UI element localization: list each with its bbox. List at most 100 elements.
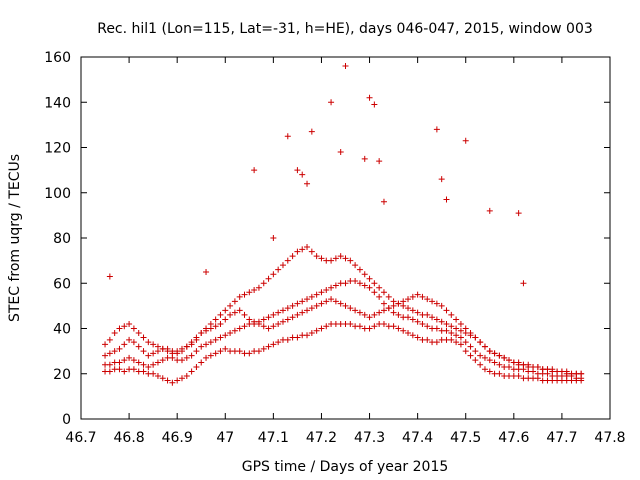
- data-point: [304, 296, 311, 303]
- data-point: [284, 316, 291, 323]
- data-point: [304, 180, 311, 187]
- data-point: [395, 311, 402, 318]
- data-point: [361, 311, 368, 318]
- data-point: [308, 305, 315, 312]
- data-point: [102, 341, 109, 348]
- x-tick-label: 46.8: [114, 430, 145, 446]
- data-point: [260, 280, 267, 287]
- data-point: [121, 368, 128, 375]
- data-point: [304, 244, 311, 251]
- data-point: [154, 348, 161, 355]
- data-point: [284, 133, 291, 140]
- data-point: [174, 377, 181, 384]
- data-point: [164, 345, 171, 352]
- data-point: [188, 368, 195, 375]
- data-point: [102, 352, 109, 359]
- x-tick-label: 47: [216, 430, 234, 446]
- data-point: [462, 348, 469, 355]
- x-tick-label: 47.8: [594, 430, 625, 446]
- data-point: [515, 210, 522, 217]
- data-point: [337, 300, 344, 307]
- data-point: [106, 336, 113, 343]
- data-point: [390, 309, 397, 316]
- data-point: [347, 320, 354, 327]
- data-point: [409, 293, 416, 300]
- data-point: [390, 323, 397, 330]
- data-point: [361, 155, 368, 162]
- data-point: [203, 341, 210, 348]
- data-point: [457, 334, 464, 341]
- data-point: [279, 318, 286, 325]
- data-point: [424, 296, 431, 303]
- data-point: [371, 311, 378, 318]
- data-point: [284, 257, 291, 264]
- data-point: [328, 296, 335, 303]
- data-point: [380, 307, 387, 314]
- data-point: [222, 316, 229, 323]
- data-point: [279, 262, 286, 269]
- data-point: [409, 307, 416, 314]
- data-point: [496, 370, 503, 377]
- data-point: [380, 300, 387, 307]
- data-point: [352, 307, 359, 314]
- data-point: [486, 348, 493, 355]
- data-point: [366, 314, 373, 321]
- data-point: [323, 323, 330, 330]
- data-point: [106, 368, 113, 375]
- data-point: [486, 207, 493, 214]
- data-point: [462, 137, 469, 144]
- data-point: [222, 345, 229, 352]
- data-point: [549, 366, 556, 373]
- data-point: [207, 325, 214, 332]
- data-point: [443, 320, 450, 327]
- data-point: [231, 309, 238, 316]
- data-point: [467, 343, 474, 350]
- data-point: [116, 325, 123, 332]
- data-point: [111, 348, 118, 355]
- data-point: [433, 126, 440, 133]
- data-point: [481, 354, 488, 361]
- data-point: [376, 293, 383, 300]
- data-point: [299, 298, 306, 305]
- data-point: [227, 330, 234, 337]
- data-point: [380, 289, 387, 296]
- data-point: [318, 300, 325, 307]
- data-point: [251, 287, 258, 294]
- data-point: [284, 336, 291, 343]
- data-point: [178, 375, 185, 382]
- data-point: [515, 373, 522, 380]
- data-point: [501, 354, 508, 361]
- data-point: [255, 320, 262, 327]
- data-point: [395, 325, 402, 332]
- data-point: [429, 314, 436, 321]
- data-point: [472, 334, 479, 341]
- data-point: [130, 366, 137, 373]
- data-point: [308, 128, 315, 135]
- data-point: [462, 325, 469, 332]
- y-axis-label: STEC from uqrg / TECUs: [7, 154, 23, 322]
- data-point: [405, 330, 412, 337]
- data-point: [130, 325, 137, 332]
- data-point: [506, 363, 513, 370]
- data-points: [102, 63, 585, 386]
- data-point: [453, 332, 460, 339]
- data-point: [414, 318, 421, 325]
- data-point: [294, 248, 301, 255]
- data-point: [140, 368, 147, 375]
- data-point: [318, 325, 325, 332]
- data-point: [390, 302, 397, 309]
- data-point: [337, 149, 344, 156]
- y-tick-label: 160: [44, 50, 71, 66]
- data-point: [443, 327, 450, 334]
- data-point: [477, 361, 484, 368]
- x-tick-label: 47.5: [450, 430, 481, 446]
- data-point: [275, 339, 282, 346]
- data-point: [121, 357, 128, 364]
- data-point: [188, 352, 195, 359]
- data-point: [520, 280, 527, 287]
- data-point: [169, 348, 176, 355]
- data-point: [400, 327, 407, 334]
- data-point: [294, 300, 301, 307]
- data-point: [212, 316, 219, 323]
- data-point: [308, 330, 315, 337]
